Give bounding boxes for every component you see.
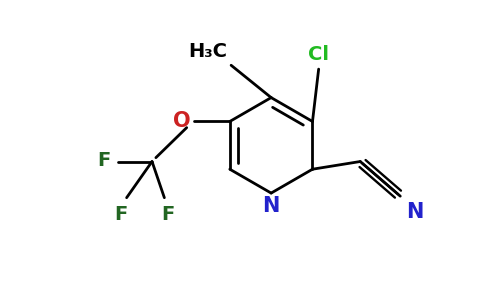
Text: F: F (161, 205, 174, 224)
Text: F: F (115, 205, 128, 224)
Text: N: N (262, 196, 280, 216)
Text: N: N (407, 202, 424, 222)
Text: H₃C: H₃C (188, 42, 227, 62)
Text: O: O (173, 111, 191, 131)
Text: F: F (97, 151, 110, 170)
Text: Cl: Cl (308, 46, 329, 64)
